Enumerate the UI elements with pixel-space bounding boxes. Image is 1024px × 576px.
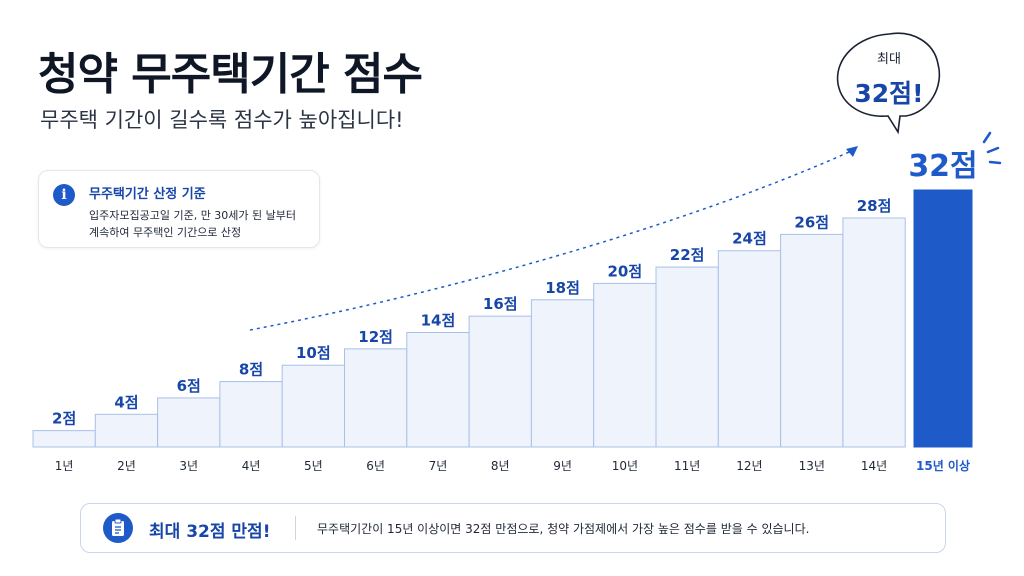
value-label-4: 8점 [239,361,263,379]
value-label-5: 10점 [296,344,331,362]
x-tick-label-1: 1년 [55,459,74,473]
x-tick-label-2: 2년 [117,459,136,473]
bar-7 [406,332,470,448]
bar-15 [913,189,973,448]
value-label-3: 6점 [177,377,201,395]
summary-title: 최대 32점 만점! [149,522,271,542]
value-label-9: 18점 [545,279,580,297]
speech-bubble-shape [836,32,941,135]
info-box: i 무주택기간 산정 기준 입주자모집공고일 기준, 만 30세가 된 날부터 … [38,170,320,248]
info-text: 입주자모집공고일 기준, 만 30세가 된 날부터 계속하여 무주택인 기간으로… [89,209,297,239]
x-tick-label-12: 12년 [736,459,762,473]
x-tick-label-10: 10년 [612,459,638,473]
bar-9 [530,299,595,448]
info-title: 무주택기간 산정 기준 [89,187,206,202]
x-tick-label-8: 8년 [491,459,510,473]
bar-10 [593,282,657,448]
summary-box: 최대 32점 만점! 무주택기간이 15년 이상이면 32점 만점으로, 청약 … [80,503,946,553]
clipboard-icon [103,513,133,543]
value-label-11: 22점 [670,246,705,264]
trend-arrow [249,147,859,331]
value-label-8: 16점 [483,295,518,313]
x-tick-label-15: 15년 이상 [916,458,970,473]
value-label-10: 20점 [608,262,643,280]
x-tick-label-13: 13년 [799,459,825,473]
page-title: 청약 무주택기간 점수 [38,49,423,100]
value-label-1: 2점 [52,410,76,428]
bubble-big-text: 32점! [854,79,924,108]
info-icon: i [53,184,75,206]
bar-8 [468,315,532,448]
speech-bubble: 최대 32점! [834,28,944,136]
bar-2 [94,413,159,448]
value-label-14: 28점 [857,197,892,215]
bar-3 [157,397,221,448]
bar-chart: 2점 1년 4점 2년 6점 3년 8점 4년 10점 5년 12점 6년 14점 7년 16점 8년 18점 9… [32,131,1002,473]
value-label-15: 32점 [908,149,977,184]
bubble-small-text: 최대 [877,52,901,67]
value-label-13: 26점 [794,213,829,231]
x-tick-label-6: 6년 [366,459,385,473]
bar-13 [780,233,844,448]
x-tick-label-3: 3년 [179,459,198,473]
x-tick-label-9: 9년 [553,459,572,473]
x-tick-label-5: 5년 [304,459,323,473]
x-tick-label-7: 7년 [429,459,448,473]
bar-5 [281,364,346,448]
summary-text: 무주택기간이 15년 이상이면 32점 만점으로, 청약 가점제에서 가장 높은… [317,522,810,536]
bar-1 [32,430,96,448]
trend-arrowhead [846,146,858,157]
value-label-6: 12점 [358,328,393,346]
x-tick-label-11: 11년 [674,459,700,473]
page-subtitle: 무주택 기간이 길수록 점수가 높아집니다! [40,108,404,132]
sparkle-icon [982,131,1002,165]
bar-11 [655,266,719,448]
value-label-2: 4점 [114,393,138,411]
bar-4 [219,381,283,448]
x-tick-label-14: 14년 [861,459,887,473]
bar-6 [344,348,408,448]
value-label-12: 24점 [732,230,767,248]
bar-12 [717,250,782,448]
summary-divider [295,516,296,540]
value-label-7: 14점 [421,312,456,330]
x-tick-label-4: 4년 [242,459,261,473]
bar-14 [842,217,906,448]
